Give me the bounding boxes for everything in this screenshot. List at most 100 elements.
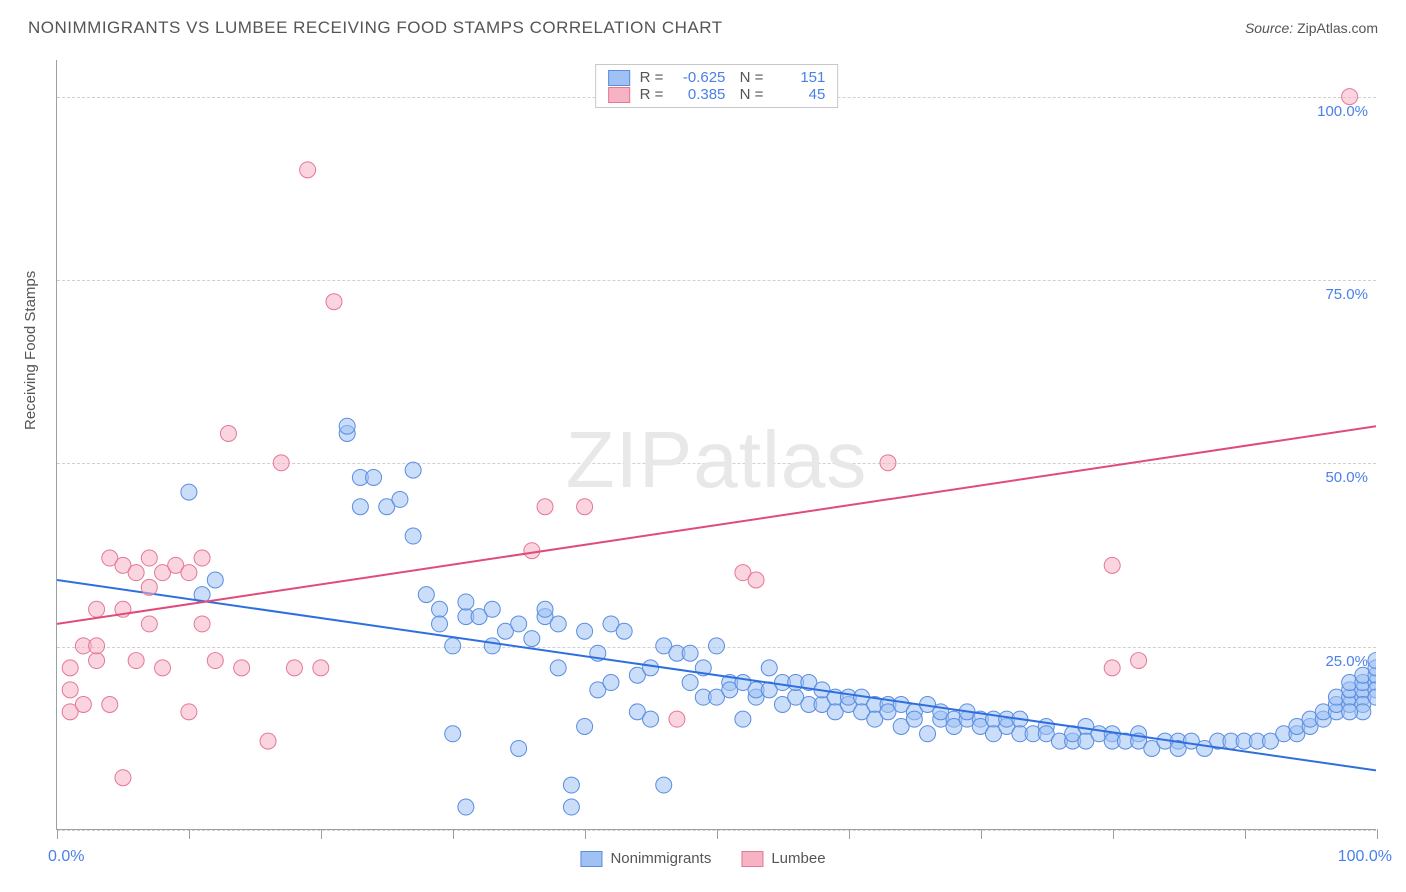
scatter-point [577, 499, 593, 515]
scatter-svg [57, 60, 1376, 829]
legend-swatch-blue-icon [580, 851, 602, 867]
scatter-point [62, 682, 78, 698]
scatter-point [89, 653, 105, 669]
scatter-point [682, 645, 698, 661]
n-value-1: 151 [773, 69, 825, 86]
scatter-point [155, 660, 171, 676]
scatter-point [141, 550, 157, 566]
legend-label-2: Lumbee [771, 850, 825, 867]
r-value-1: -0.625 [673, 69, 725, 86]
x-axis-min-label: 0.0% [48, 848, 84, 866]
scatter-point [128, 565, 144, 581]
scatter-point [511, 740, 527, 756]
scatter-point [906, 711, 922, 727]
scatter-point [761, 660, 777, 676]
scatter-point [484, 638, 500, 654]
scatter-point [603, 675, 619, 691]
scatter-point [89, 638, 105, 654]
scatter-point [300, 162, 316, 178]
trendline [57, 426, 1376, 624]
scatter-point [181, 565, 197, 581]
scatter-point [392, 491, 408, 507]
scatter-point [484, 601, 500, 617]
scatter-point [207, 653, 223, 669]
r-value-2: 0.385 [673, 86, 725, 103]
scatter-point [128, 653, 144, 669]
scatter-point [234, 660, 250, 676]
scatter-point [550, 660, 566, 676]
scatter-point [445, 726, 461, 742]
scatter-point [181, 704, 197, 720]
legend-swatch-pink [608, 87, 630, 103]
legend-series: Nonimmigrants Lumbee [580, 850, 825, 867]
scatter-point [656, 777, 672, 793]
scatter-point [352, 499, 368, 515]
scatter-point [432, 601, 448, 617]
x-tick [189, 829, 190, 839]
scatter-point [524, 543, 540, 559]
scatter-point [537, 499, 553, 515]
source-label: Source: [1245, 20, 1293, 36]
scatter-point [326, 294, 342, 310]
scatter-point [1342, 89, 1358, 105]
scatter-point [75, 697, 91, 713]
x-tick [585, 829, 586, 839]
scatter-point [577, 623, 593, 639]
source-value: ZipAtlas.com [1297, 20, 1378, 36]
chart-plot-area: ZIPatlas R = -0.625 N = 151 R = 0.385 N … [56, 60, 1376, 830]
scatter-point [563, 799, 579, 815]
scatter-point [405, 528, 421, 544]
chart-source: Source: ZipAtlas.com [1245, 20, 1378, 36]
legend-correlation-box: R = -0.625 N = 151 R = 0.385 N = 45 [595, 64, 839, 108]
scatter-point [709, 638, 725, 654]
scatter-point [194, 550, 210, 566]
chart-header: NONIMMIGRANTS VS LUMBEE RECEIVING FOOD S… [28, 18, 1378, 38]
scatter-point [405, 462, 421, 478]
x-axis-max-label: 100.0% [1338, 848, 1392, 866]
legend-swatch-blue [608, 70, 630, 86]
scatter-point [89, 601, 105, 617]
chart-title: NONIMMIGRANTS VS LUMBEE RECEIVING FOOD S… [28, 18, 723, 38]
scatter-point [445, 638, 461, 654]
legend-swatch-pink-icon [741, 851, 763, 867]
legend-item-lumbee: Lumbee [741, 850, 825, 867]
scatter-point [1131, 653, 1147, 669]
x-tick [849, 829, 850, 839]
scatter-point [537, 601, 553, 617]
scatter-point [102, 697, 118, 713]
legend-label-1: Nonimmigrants [610, 850, 711, 867]
scatter-point [418, 587, 434, 603]
scatter-point [524, 631, 540, 647]
yaxis-title: Receiving Food Stamps [22, 271, 39, 430]
scatter-point [194, 616, 210, 632]
n-value-2: 45 [773, 86, 825, 103]
scatter-point [577, 718, 593, 734]
scatter-point [880, 455, 896, 471]
scatter-point [616, 623, 632, 639]
x-tick [321, 829, 322, 839]
scatter-point [643, 660, 659, 676]
scatter-point [1104, 557, 1120, 573]
scatter-point [563, 777, 579, 793]
x-tick [981, 829, 982, 839]
scatter-point [682, 675, 698, 691]
scatter-point [458, 594, 474, 610]
legend-item-nonimmigrants: Nonimmigrants [580, 850, 711, 867]
scatter-point [115, 770, 131, 786]
scatter-point [511, 616, 527, 632]
x-tick [57, 829, 58, 839]
legend-row-series2: R = 0.385 N = 45 [608, 86, 826, 103]
scatter-point [643, 711, 659, 727]
trendline [57, 580, 1376, 770]
x-tick [453, 829, 454, 839]
scatter-point [62, 660, 78, 676]
scatter-point [458, 799, 474, 815]
scatter-point [339, 418, 355, 434]
scatter-point [1342, 704, 1358, 720]
legend-row-series1: R = -0.625 N = 151 [608, 69, 826, 86]
scatter-point [141, 616, 157, 632]
scatter-point [313, 660, 329, 676]
x-tick [1245, 829, 1246, 839]
x-tick [1113, 829, 1114, 839]
scatter-point [432, 616, 448, 632]
